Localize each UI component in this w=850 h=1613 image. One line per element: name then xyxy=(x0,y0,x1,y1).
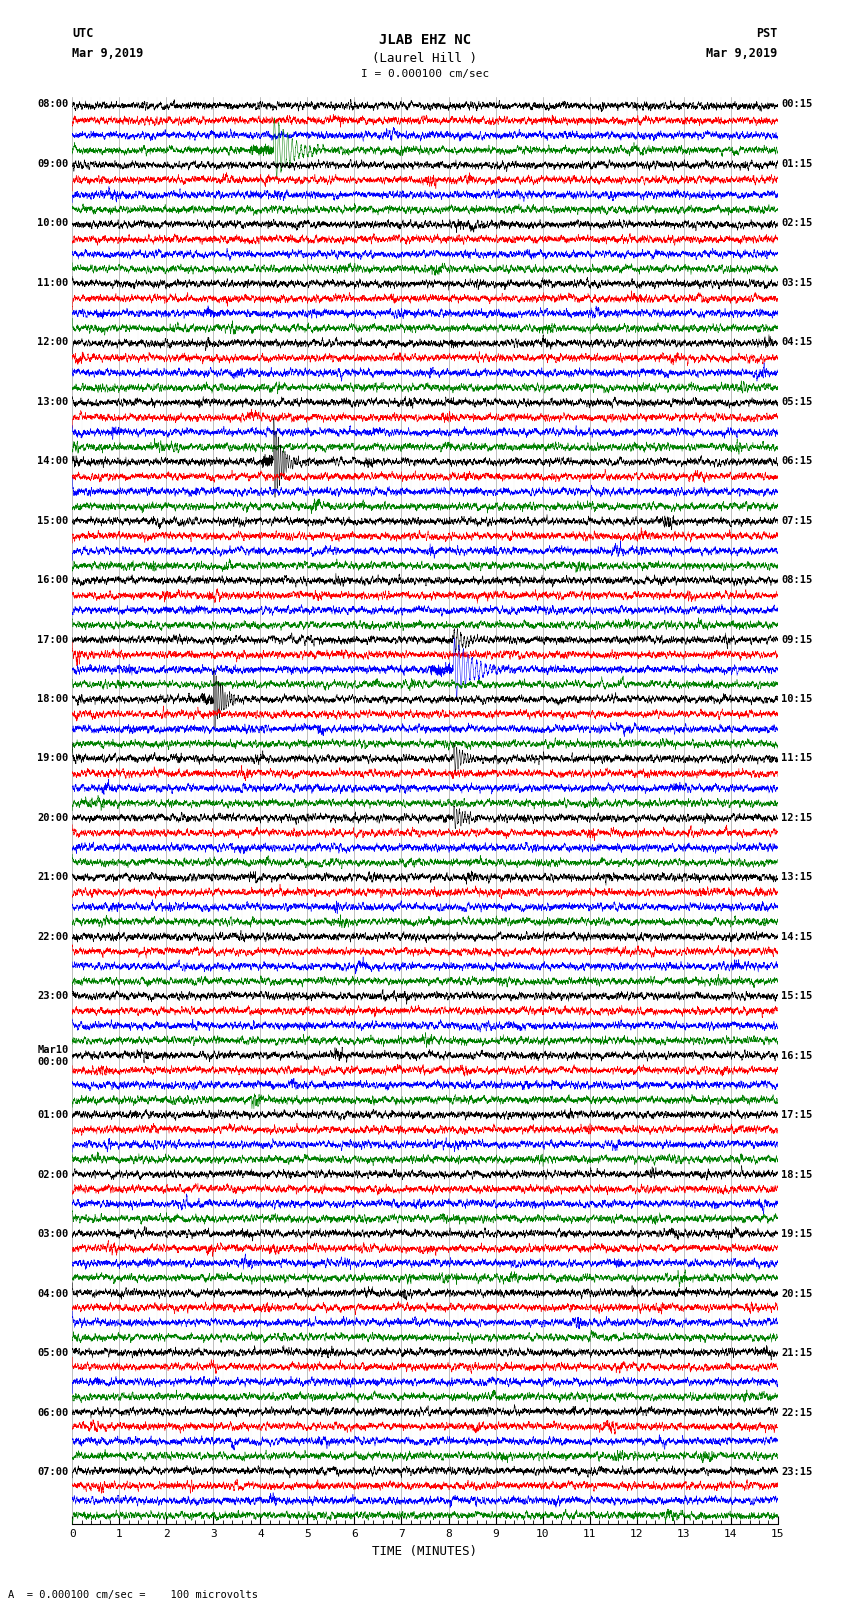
Text: 04:00: 04:00 xyxy=(37,1289,69,1298)
Text: 07:00: 07:00 xyxy=(37,1468,69,1478)
Text: 17:15: 17:15 xyxy=(781,1110,813,1121)
Text: 15:15: 15:15 xyxy=(781,992,813,1002)
Text: (Laurel Hill ): (Laurel Hill ) xyxy=(372,52,478,65)
Text: 10:15: 10:15 xyxy=(781,694,813,703)
Text: 09:00: 09:00 xyxy=(37,158,69,169)
Text: 01:15: 01:15 xyxy=(781,158,813,169)
Text: 14:00: 14:00 xyxy=(37,456,69,466)
Text: 07:15: 07:15 xyxy=(781,516,813,526)
Text: 06:15: 06:15 xyxy=(781,456,813,466)
Text: Mar10
00:00: Mar10 00:00 xyxy=(37,1045,69,1066)
Text: 16:15: 16:15 xyxy=(781,1052,813,1061)
Text: 05:15: 05:15 xyxy=(781,397,813,406)
Text: 19:00: 19:00 xyxy=(37,753,69,763)
Text: 05:00: 05:00 xyxy=(37,1348,69,1358)
Text: 21:00: 21:00 xyxy=(37,873,69,882)
Text: 17:00: 17:00 xyxy=(37,634,69,645)
Text: 20:15: 20:15 xyxy=(781,1289,813,1298)
Text: 13:00: 13:00 xyxy=(37,397,69,406)
Text: 12:15: 12:15 xyxy=(781,813,813,823)
Text: 23:00: 23:00 xyxy=(37,992,69,1002)
Text: 06:00: 06:00 xyxy=(37,1408,69,1418)
Text: 03:15: 03:15 xyxy=(781,277,813,287)
Text: JLAB EHZ NC: JLAB EHZ NC xyxy=(379,32,471,47)
Text: 11:15: 11:15 xyxy=(781,753,813,763)
Text: Mar 9,2019: Mar 9,2019 xyxy=(706,47,778,60)
Text: 00:15: 00:15 xyxy=(781,100,813,110)
Text: A  = 0.000100 cm/sec =    100 microvolts: A = 0.000100 cm/sec = 100 microvolts xyxy=(8,1590,258,1600)
Text: 22:00: 22:00 xyxy=(37,932,69,942)
Text: 01:00: 01:00 xyxy=(37,1110,69,1121)
Text: 03:00: 03:00 xyxy=(37,1229,69,1239)
Text: 23:15: 23:15 xyxy=(781,1468,813,1478)
Text: 21:15: 21:15 xyxy=(781,1348,813,1358)
Text: 02:00: 02:00 xyxy=(37,1169,69,1179)
Text: 11:00: 11:00 xyxy=(37,277,69,287)
Text: 09:15: 09:15 xyxy=(781,634,813,645)
Text: 12:00: 12:00 xyxy=(37,337,69,347)
X-axis label: TIME (MINUTES): TIME (MINUTES) xyxy=(372,1545,478,1558)
Text: 18:00: 18:00 xyxy=(37,694,69,703)
Text: 08:15: 08:15 xyxy=(781,576,813,586)
Text: 14:15: 14:15 xyxy=(781,932,813,942)
Text: 16:00: 16:00 xyxy=(37,576,69,586)
Text: PST: PST xyxy=(756,27,778,40)
Text: 19:15: 19:15 xyxy=(781,1229,813,1239)
Text: 08:00: 08:00 xyxy=(37,100,69,110)
Text: 15:00: 15:00 xyxy=(37,516,69,526)
Text: 18:15: 18:15 xyxy=(781,1169,813,1179)
Text: 02:15: 02:15 xyxy=(781,218,813,227)
Text: 20:00: 20:00 xyxy=(37,813,69,823)
Text: 10:00: 10:00 xyxy=(37,218,69,227)
Text: UTC: UTC xyxy=(72,27,94,40)
Text: 04:15: 04:15 xyxy=(781,337,813,347)
Text: I = 0.000100 cm/sec: I = 0.000100 cm/sec xyxy=(361,69,489,79)
Text: Mar 9,2019: Mar 9,2019 xyxy=(72,47,144,60)
Text: 22:15: 22:15 xyxy=(781,1408,813,1418)
Text: 13:15: 13:15 xyxy=(781,873,813,882)
